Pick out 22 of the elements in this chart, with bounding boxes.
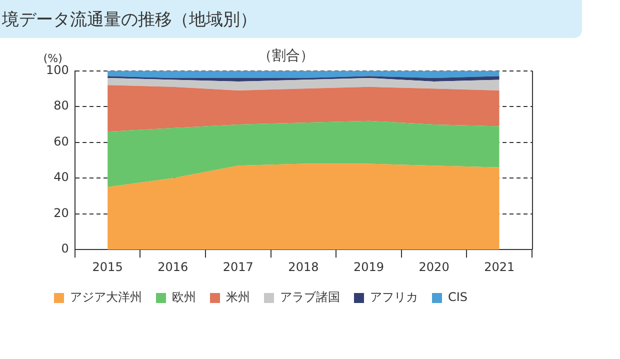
chart-title: 境データ流通量の推移（地域別） — [1, 8, 257, 30]
legend-label: アラブ諸国 — [280, 290, 340, 304]
legend-label: アフリカ — [370, 290, 418, 304]
y-tick-label: 0 — [61, 242, 69, 256]
y-tick-label: 100 — [46, 62, 69, 77]
chart-subtitle: （割合） — [258, 48, 314, 64]
y-tick-label: 60 — [54, 134, 69, 148]
x-tick-label: 2017 — [222, 260, 254, 274]
legend-label: CIS — [448, 290, 468, 304]
y-tick-label: 20 — [54, 206, 69, 220]
legend-label: 欧州 — [172, 290, 196, 304]
legend-label: 米州 — [226, 290, 250, 304]
x-tick-label: 2020 — [418, 260, 450, 274]
x-tick-label: 2016 — [158, 260, 188, 274]
y-tick-label: 80 — [54, 98, 69, 113]
x-tick-label: 2015 — [92, 260, 123, 274]
legend-label: アジア大洋州 — [70, 290, 142, 304]
y-tick-label: 40 — [54, 170, 69, 184]
x-tick-label: 2018 — [288, 260, 319, 274]
x-tick-label: 2019 — [353, 260, 384, 274]
y-axis-title: (%) — [43, 52, 62, 66]
x-tick-label: 2021 — [484, 260, 515, 274]
